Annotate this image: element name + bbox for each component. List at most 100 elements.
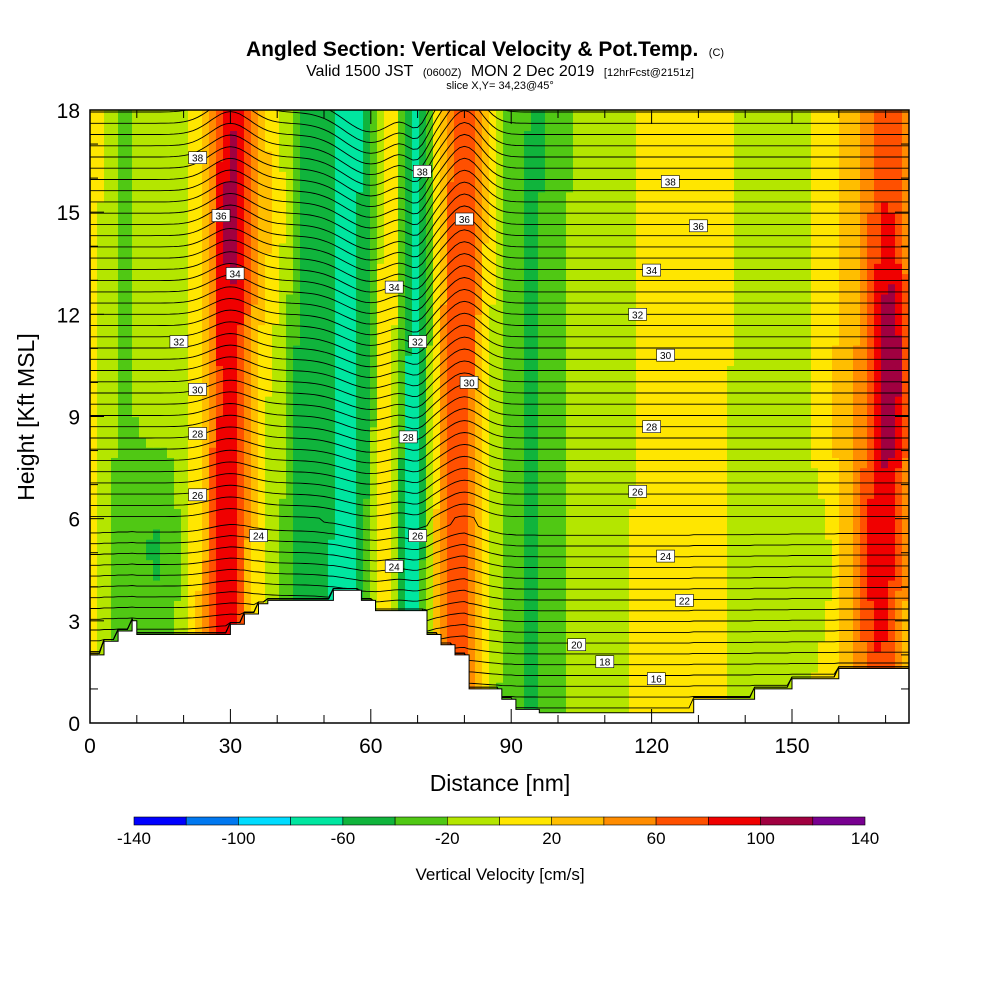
velocity-cell xyxy=(377,344,385,356)
velocity-cell xyxy=(104,324,112,336)
velocity-cell xyxy=(251,477,259,489)
velocity-cell xyxy=(741,426,749,438)
velocity-cell xyxy=(370,324,378,336)
velocity-cell xyxy=(181,304,189,315)
velocity-cell xyxy=(839,498,847,510)
velocity-cell xyxy=(132,385,140,397)
velocity-cell xyxy=(524,324,532,336)
velocity-cell xyxy=(888,488,896,499)
velocity-cell xyxy=(195,375,203,387)
velocity-cell xyxy=(811,344,819,356)
velocity-cell xyxy=(524,528,532,540)
velocity-cell xyxy=(734,293,742,305)
velocity-cell xyxy=(650,651,658,663)
velocity-cell xyxy=(468,447,476,458)
velocity-cell xyxy=(720,488,728,499)
velocity-cell xyxy=(545,518,553,530)
velocity-cell xyxy=(608,528,616,540)
velocity-cell xyxy=(559,447,567,458)
velocity-cell xyxy=(377,569,385,581)
velocity-cell xyxy=(475,283,483,295)
velocity-cell xyxy=(853,293,861,305)
velocity-cell xyxy=(762,559,770,571)
velocity-cell xyxy=(552,304,560,315)
velocity-cell xyxy=(552,641,560,653)
velocity-cell xyxy=(363,569,371,581)
velocity-cell xyxy=(517,518,525,530)
velocity-cell xyxy=(321,355,329,367)
velocity-cell xyxy=(489,344,497,356)
velocity-cell xyxy=(839,396,847,407)
velocity-cell xyxy=(90,539,98,550)
velocity-cell xyxy=(713,467,721,479)
velocity-cell xyxy=(125,293,133,305)
velocity-cell xyxy=(188,600,196,612)
velocity-cell xyxy=(783,600,791,612)
velocity-cell xyxy=(699,539,707,550)
velocity-cell xyxy=(580,498,588,510)
velocity-cell xyxy=(391,600,399,612)
velocity-cell xyxy=(447,426,455,438)
velocity-cell xyxy=(615,692,623,704)
velocity-cell xyxy=(804,334,812,346)
velocity-cell xyxy=(748,508,756,520)
velocity-cell xyxy=(776,334,784,346)
velocity-cell xyxy=(524,314,532,326)
velocity-cell xyxy=(783,569,791,581)
velocity-cell xyxy=(181,549,189,561)
velocity-cell xyxy=(629,641,637,653)
velocity-cell xyxy=(832,293,840,305)
velocity-cell xyxy=(706,569,714,581)
velocity-cell xyxy=(412,375,420,387)
velocity-cell xyxy=(699,600,707,612)
velocity-cell xyxy=(650,569,658,581)
velocity-cell xyxy=(713,569,721,581)
velocity-cell xyxy=(202,447,210,458)
velocity-cell xyxy=(349,559,357,571)
velocity-cell xyxy=(699,661,707,673)
velocity-cell xyxy=(545,641,553,653)
velocity-cell xyxy=(279,498,287,510)
velocity-cell xyxy=(230,467,238,479)
velocity-cell xyxy=(342,283,350,295)
velocity-cell xyxy=(538,620,546,632)
velocity-cell xyxy=(643,528,651,540)
velocity-cell xyxy=(741,641,749,653)
velocity-cell xyxy=(356,283,364,295)
velocity-cell xyxy=(293,528,301,540)
velocity-cell xyxy=(650,375,658,387)
velocity-cell xyxy=(251,559,259,571)
velocity-cell xyxy=(860,447,868,458)
velocity-cell xyxy=(223,539,231,550)
velocity-cell xyxy=(790,385,798,397)
velocity-cell xyxy=(888,590,896,601)
velocity-cell xyxy=(426,334,434,346)
velocity-cell xyxy=(601,528,609,540)
velocity-cell xyxy=(846,508,854,520)
velocity-cell xyxy=(587,426,595,438)
velocity-cell xyxy=(734,569,742,581)
velocity-cell xyxy=(454,375,462,387)
velocity-cell xyxy=(251,334,259,346)
velocity-cell xyxy=(783,304,791,315)
velocity-cell xyxy=(195,324,203,336)
velocity-cell xyxy=(90,334,98,346)
velocity-cell xyxy=(139,508,147,520)
velocity-cell xyxy=(825,549,833,561)
velocity-cell xyxy=(139,610,147,622)
velocity-cell xyxy=(531,416,539,428)
velocity-cell xyxy=(118,426,126,438)
velocity-cell xyxy=(643,661,651,673)
velocity-cell xyxy=(538,467,546,479)
velocity-cell xyxy=(825,344,833,356)
velocity-cell xyxy=(363,396,371,407)
velocity-cell xyxy=(370,426,378,438)
velocity-cell xyxy=(370,344,378,356)
velocity-cell xyxy=(706,426,714,438)
velocity-cell xyxy=(538,385,546,397)
velocity-cell xyxy=(293,518,301,530)
velocity-cell xyxy=(713,385,721,397)
chart-title: Angled Section: Vertical Velocity & Pot.… xyxy=(246,38,724,61)
velocity-cell xyxy=(146,344,154,356)
velocity-cell xyxy=(657,508,665,520)
